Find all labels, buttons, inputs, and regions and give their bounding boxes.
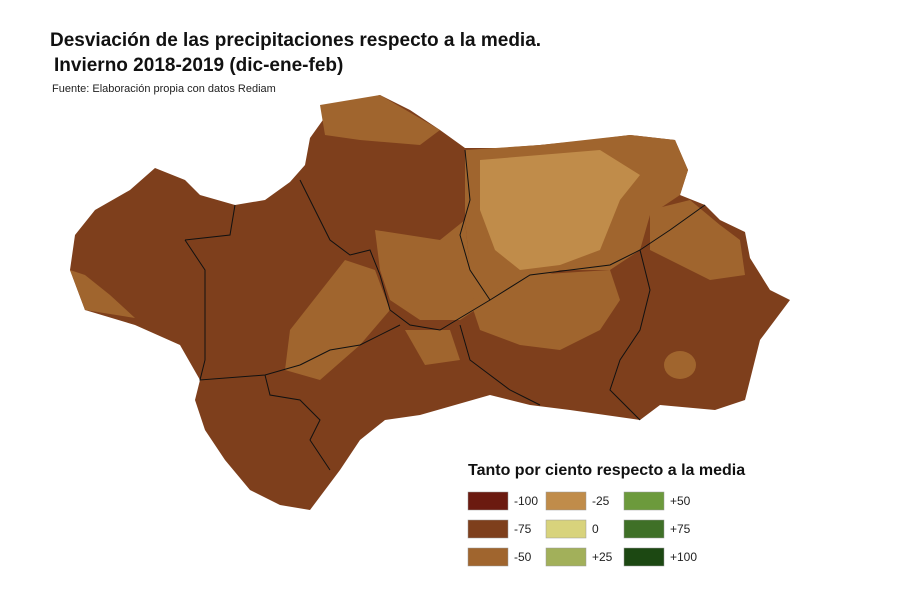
legend-swatch bbox=[623, 547, 665, 567]
legend-swatch bbox=[545, 547, 587, 567]
legend-swatch bbox=[467, 519, 509, 539]
region-fill bbox=[285, 260, 390, 380]
legend-swatch bbox=[467, 491, 509, 511]
province-border bbox=[299, 324, 401, 366]
region-fill bbox=[320, 95, 440, 145]
legend-label: 0 bbox=[592, 522, 599, 536]
region-fill bbox=[650, 200, 745, 280]
map-title: Desviación de las precipitaciones respec… bbox=[50, 30, 541, 51]
andalusia-map bbox=[70, 95, 790, 510]
legend-title: Tanto por ciento respecto a la media bbox=[468, 462, 745, 479]
legend-label: -25 bbox=[592, 494, 610, 508]
province-border bbox=[184, 239, 301, 381]
legend-label: +25 bbox=[592, 550, 613, 564]
legend-label: -50 bbox=[514, 550, 532, 564]
region-fill bbox=[70, 270, 135, 318]
legend-swatch bbox=[467, 547, 509, 567]
map-subtitle: Invierno 2018-2019 (dic-ene-feb) bbox=[54, 55, 343, 76]
region-fill bbox=[480, 150, 640, 270]
province-border bbox=[609, 249, 651, 421]
legend-label: +75 bbox=[670, 522, 691, 536]
province-border bbox=[299, 179, 491, 331]
legend-swatch bbox=[623, 491, 665, 511]
province-border bbox=[264, 374, 331, 471]
legend-label: -75 bbox=[514, 522, 532, 536]
legend-label: +100 bbox=[670, 550, 697, 564]
province-border bbox=[459, 324, 541, 406]
legend-swatch bbox=[545, 519, 587, 539]
region-fill bbox=[470, 270, 620, 350]
legend-swatch bbox=[545, 491, 587, 511]
region-fill bbox=[405, 330, 460, 365]
province-border bbox=[459, 149, 706, 301]
legend-label: +50 bbox=[670, 494, 691, 508]
region-fill bbox=[375, 220, 490, 320]
legend: -100 -75 -50 -25 0 +25 +50 +75 +100 bbox=[467, 491, 697, 567]
legend-swatch bbox=[623, 519, 665, 539]
legend-label: -100 bbox=[514, 494, 538, 508]
province-border bbox=[184, 204, 236, 241]
map-source: Fuente: Elaboración propia con datos Red… bbox=[52, 83, 276, 95]
region-fill bbox=[664, 351, 696, 379]
